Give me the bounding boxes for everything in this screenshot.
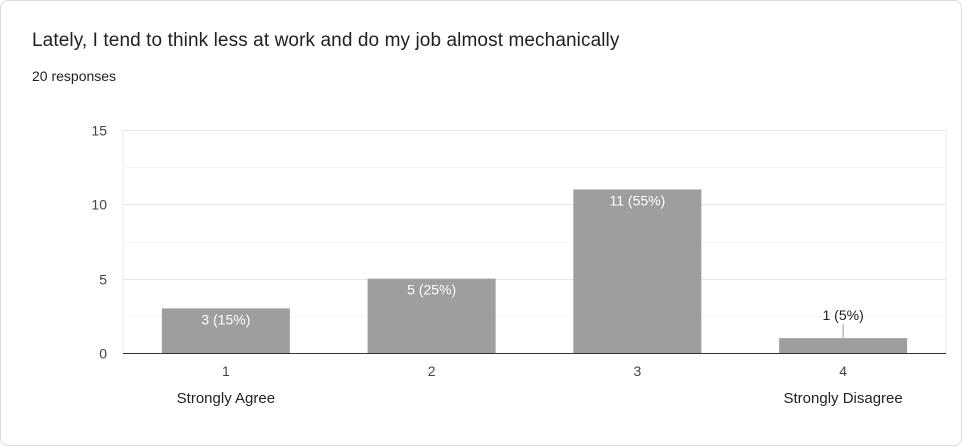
bar xyxy=(367,278,496,353)
question-title: Lately, I tend to think less at work and… xyxy=(32,30,620,51)
y-tick-label: 0 xyxy=(99,346,107,362)
y-tick-label: 5 xyxy=(99,272,107,288)
endpoint-label-low: Strongly Agree xyxy=(177,390,275,407)
y-tick-label: 15 xyxy=(91,123,107,139)
bar-data-label: 1 (5%) xyxy=(823,307,864,323)
x-tick-label: 3 xyxy=(633,363,641,379)
x-tick-label: 2 xyxy=(428,363,436,379)
response-count: 20 responses xyxy=(32,68,117,84)
bar xyxy=(161,308,290,353)
bar-data-label: 5 (25%) xyxy=(407,282,456,298)
x-tick-label: 1 xyxy=(222,363,230,379)
bar-data-label: 3 (15%) xyxy=(201,311,250,327)
bar-data-label: 11 (55%) xyxy=(609,192,665,208)
bar xyxy=(779,338,908,353)
bar xyxy=(573,189,702,353)
y-tick-label: 10 xyxy=(91,197,107,213)
x-tick-label: 4 xyxy=(839,363,847,379)
endpoint-label-high: Strongly Disagree xyxy=(784,390,903,407)
